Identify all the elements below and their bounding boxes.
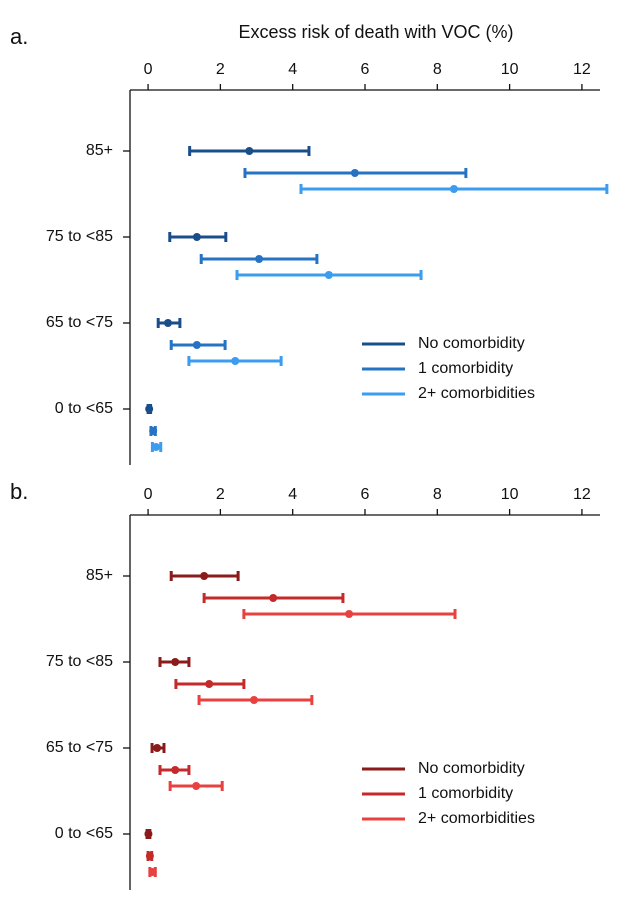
x-tick-label: 4 bbox=[288, 61, 297, 78]
y-tick-label: 65 to <75 bbox=[46, 314, 113, 331]
x-tick-label: 8 bbox=[433, 61, 442, 78]
point bbox=[145, 852, 154, 860]
point bbox=[149, 427, 158, 435]
point bbox=[324, 271, 333, 279]
y-tick-label: 65 to <75 bbox=[46, 739, 113, 756]
x-tick-label: 12 bbox=[573, 486, 591, 503]
x-tick-label: 4 bbox=[288, 486, 297, 503]
point bbox=[152, 443, 161, 451]
x-tick-label: 10 bbox=[501, 61, 519, 78]
x-tick-label: 2 bbox=[216, 486, 225, 503]
point bbox=[200, 572, 209, 580]
point bbox=[205, 680, 214, 688]
y-tick-label: 0 to <65 bbox=[55, 825, 113, 842]
y-tick-label: 0 to <65 bbox=[55, 400, 113, 417]
point bbox=[171, 766, 180, 774]
y-tick-label: 85+ bbox=[86, 142, 113, 159]
point bbox=[231, 357, 240, 365]
point bbox=[345, 610, 354, 618]
point bbox=[192, 233, 201, 241]
legend-label: 1 comorbidity bbox=[418, 785, 513, 802]
point bbox=[449, 185, 458, 193]
point bbox=[250, 696, 259, 704]
y-tick-label: 75 to <85 bbox=[46, 228, 113, 245]
x-tick-label: 10 bbox=[501, 486, 519, 503]
point bbox=[269, 594, 278, 602]
y-tick-label: 75 to <85 bbox=[46, 653, 113, 670]
point bbox=[192, 341, 201, 349]
point bbox=[144, 830, 153, 838]
panel-label: a. bbox=[10, 24, 28, 49]
axis-title: Excess risk of death with VOC (%) bbox=[238, 22, 513, 42]
point bbox=[163, 319, 172, 327]
x-tick-label: 6 bbox=[361, 486, 370, 503]
legend-label: 2+ comorbidities bbox=[418, 385, 535, 402]
x-tick-label: 8 bbox=[433, 486, 442, 503]
x-tick-label: 0 bbox=[144, 61, 153, 78]
x-tick-label: 2 bbox=[216, 61, 225, 78]
legend-label: No comorbidity bbox=[418, 335, 525, 352]
point bbox=[145, 405, 154, 413]
point bbox=[153, 744, 162, 752]
x-tick-label: 12 bbox=[573, 61, 591, 78]
point bbox=[192, 782, 201, 790]
point bbox=[245, 147, 254, 155]
legend-label: 2+ comorbidities bbox=[418, 810, 535, 827]
y-tick-label: 85+ bbox=[86, 567, 113, 584]
panel-label: b. bbox=[10, 479, 28, 504]
point bbox=[350, 169, 359, 177]
legend-label: 1 comorbidity bbox=[418, 360, 513, 377]
x-tick-label: 6 bbox=[361, 61, 370, 78]
point bbox=[171, 658, 180, 666]
point bbox=[255, 255, 264, 263]
x-tick-label: 0 bbox=[144, 486, 153, 503]
point bbox=[148, 868, 157, 876]
legend-label: No comorbidity bbox=[418, 760, 525, 777]
